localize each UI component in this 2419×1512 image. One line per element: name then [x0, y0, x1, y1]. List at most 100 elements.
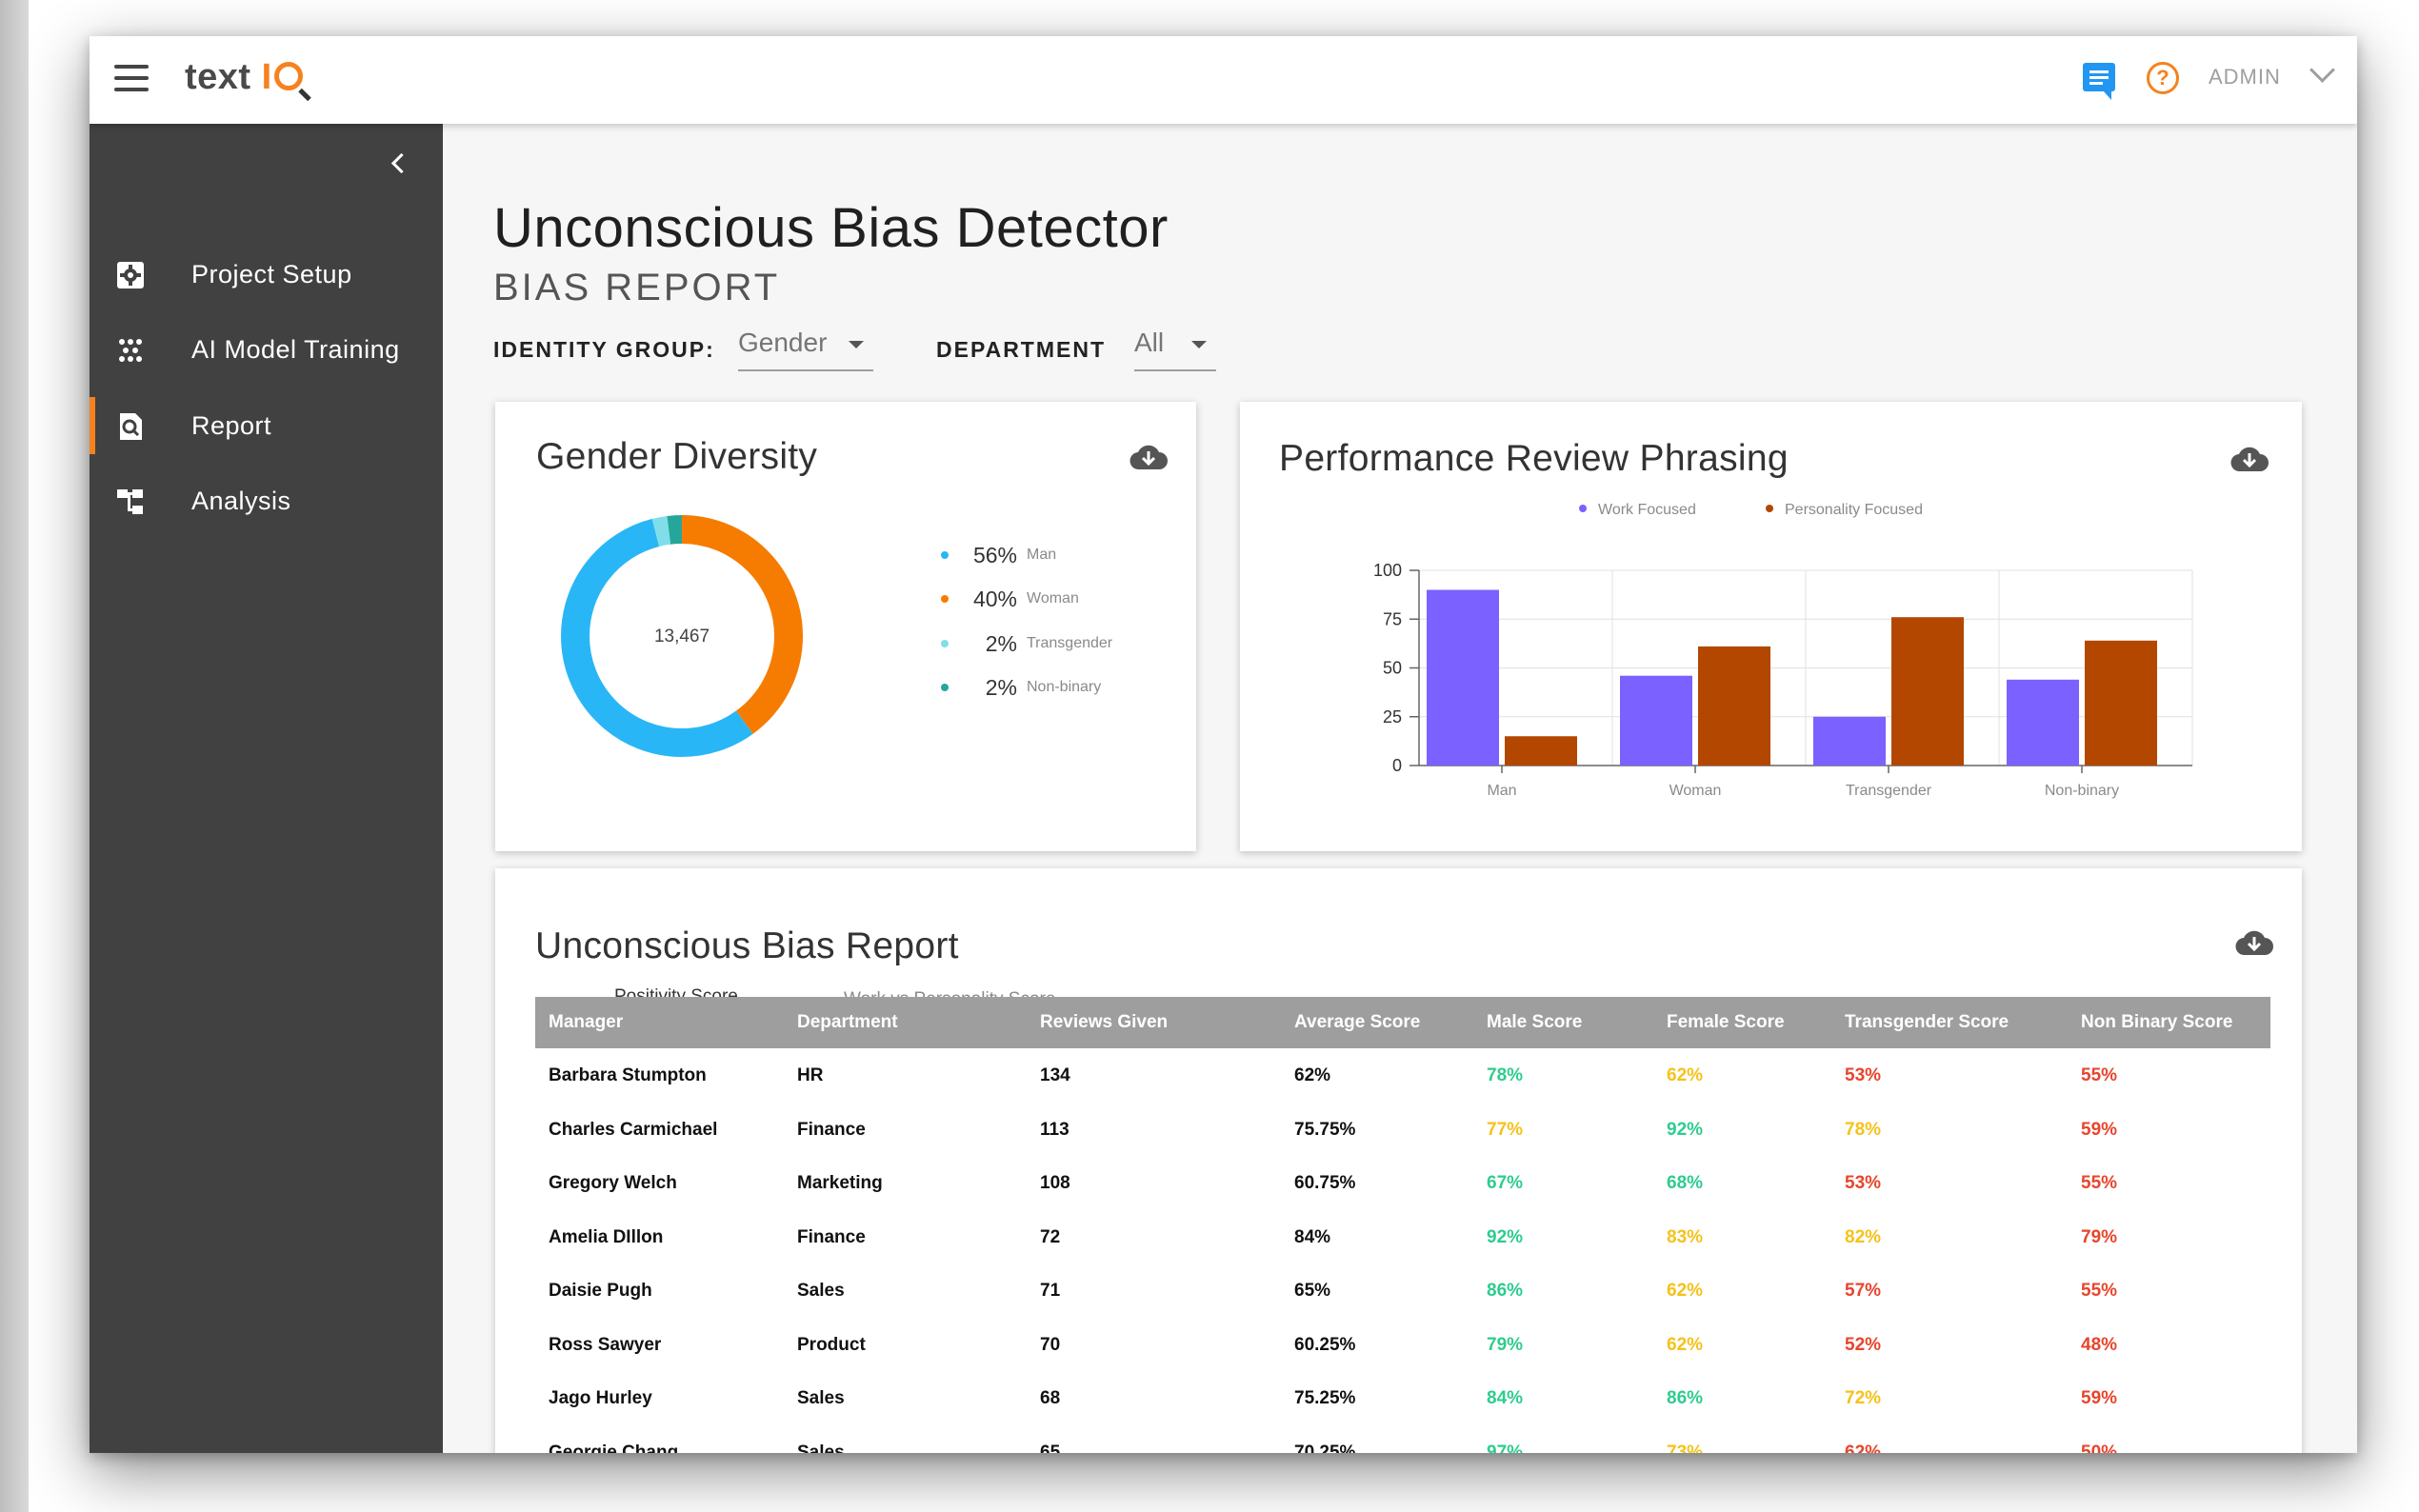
table-cell: Barbara Stumpton: [549, 1065, 707, 1085]
cloud-download-icon[interactable]: [2230, 446, 2269, 472]
table-row[interactable]: Ross Sawyer Product 70 60.25% 79% 62% 52% 48%: [535, 1318, 2270, 1371]
table-cell: Finance: [797, 1226, 866, 1247]
column-header[interactable]: Non Binary Score: [2081, 1012, 2233, 1032]
user-menu-label[interactable]: ADMIN: [2209, 65, 2281, 89]
table-cell: 78%: [1487, 1065, 1524, 1085]
card-title: Gender Diversity: [536, 436, 818, 477]
table-cell: Georgie Chang: [549, 1442, 679, 1454]
table-header: Manager Department Reviews Given Average…: [535, 997, 2270, 1048]
bar-personality-focused-man[interactable]: [1505, 736, 1577, 766]
legend-label: Work Focused: [1598, 502, 1696, 518]
column-header[interactable]: Transgender Score: [1845, 1012, 2009, 1032]
legend-dot: [941, 551, 949, 559]
legend-name: Woman: [1027, 590, 1079, 607]
table-cell: 59%: [2081, 1119, 2118, 1140]
table-row[interactable]: Charles Carmichael Finance 113 75.75% 77% 92%…: [535, 1103, 2270, 1156]
table-row[interactable]: Jago Hurley Sales 68 75.25% 84% 86% 72% 59%: [535, 1371, 2270, 1424]
gear-icon: [117, 262, 144, 288]
page-subtitle: BIAS REPORT: [493, 267, 781, 308]
table-cell: 86%: [1667, 1388, 1704, 1408]
legend-dot: [941, 595, 949, 603]
table-cell: 70.25%: [1294, 1442, 1356, 1454]
bar-work-focused-man[interactable]: [1427, 589, 1499, 766]
bar-personality-focused-transgender[interactable]: [1891, 617, 1964, 766]
table-row[interactable]: Amelia DIllon Finance 72 84% 92% 83% 82% 79%: [535, 1210, 2270, 1263]
table-cell: 92%: [1487, 1226, 1524, 1247]
table-cell: 52%: [1845, 1334, 1882, 1355]
card-title: Performance Review Phrasing: [1279, 438, 1789, 479]
help-icon[interactable]: ?: [2147, 62, 2179, 94]
table-row[interactable]: Georgie Chang Sales 65 70.25% 97% 73% 62% 50%: [535, 1425, 2270, 1454]
column-header[interactable]: Manager: [549, 1012, 624, 1032]
legend-dot: [941, 684, 949, 691]
sidebar-item-ai-model-training[interactable]: AI Model Training: [90, 317, 443, 382]
department-label: DEPARTMENT: [936, 337, 1107, 362]
identity-group-select[interactable]: Gender: [738, 324, 873, 371]
column-header[interactable]: Male Score: [1487, 1012, 1583, 1032]
bar-work-focused-non-binary[interactable]: [2007, 679, 2079, 766]
cloud-download-icon[interactable]: [2235, 929, 2273, 956]
table-cell: 75.75%: [1294, 1119, 1356, 1140]
column-header[interactable]: Female Score: [1667, 1012, 1785, 1032]
app-window: text I ? ADMIN Project Setup: [90, 36, 2357, 1453]
logo[interactable]: text I: [185, 57, 303, 105]
gender-diversity-card: Gender Diversity 13,467 56% Man 40% Woma…: [495, 402, 1196, 851]
bar-work-focused-woman[interactable]: [1620, 675, 1692, 766]
chevron-left-icon[interactable]: [390, 152, 412, 174]
column-header[interactable]: Department: [797, 1012, 898, 1032]
table-cell: 71: [1040, 1281, 1061, 1301]
legend-item-woman: 40% Woman: [941, 585, 1131, 613]
table-cell: 70: [1040, 1334, 1061, 1355]
top-bar: text I ? ADMIN: [90, 36, 2357, 124]
table-row[interactable]: Gregory Welch Marketing 108 60.75% 67% 68% 53%…: [535, 1156, 2270, 1209]
department-select[interactable]: All: [1134, 324, 1216, 371]
table-cell: 59%: [2081, 1388, 2118, 1408]
table-cell: Marketing: [797, 1173, 883, 1193]
cloud-download-icon[interactable]: [1130, 444, 1168, 470]
x-tick-label: Woman: [1669, 783, 1722, 799]
legend-item-non-binary: 2% Non-binary: [941, 673, 1131, 702]
x-tick-label: Transgender: [1846, 783, 1932, 799]
network-icon: [119, 339, 142, 362]
table-row[interactable]: Daisie Pugh Sales 71 65% 86% 62% 57% 55%: [535, 1263, 2270, 1317]
table-cell: 53%: [1845, 1173, 1882, 1193]
column-header[interactable]: Average Score: [1294, 1012, 1421, 1032]
bar-work-focused-transgender[interactable]: [1813, 716, 1886, 766]
sidebar-item-label: Report: [191, 411, 272, 440]
donut-center-total: 13,467: [654, 627, 710, 647]
x-tick-label: Non-binary: [2045, 783, 2119, 799]
y-tick-label: 0: [1392, 756, 1402, 775]
identity-group-value: Gender: [738, 328, 828, 357]
hamburger-menu-icon[interactable]: [114, 65, 149, 93]
table-cell: HR: [797, 1065, 824, 1085]
table-cell: 62%: [1845, 1442, 1882, 1454]
department-value: All: [1134, 328, 1165, 357]
bar-chart: Work Focused Personality Focused 0 25 50 75 1…: [1373, 502, 2193, 799]
bar-personality-focused-woman[interactable]: [1698, 646, 1770, 766]
legend-dot: [1766, 505, 1773, 512]
identity-group-label: IDENTITY GROUP:: [493, 337, 715, 362]
active-indicator: [90, 397, 95, 454]
chat-icon[interactable]: [2083, 63, 2115, 100]
sidebar-item-project-setup[interactable]: Project Setup: [90, 242, 443, 307]
column-header[interactable]: Reviews Given: [1040, 1012, 1169, 1032]
table-cell: Product: [797, 1334, 866, 1355]
table-cell: 86%: [1487, 1281, 1524, 1301]
chevron-down-icon[interactable]: [2309, 57, 2335, 83]
donut-slice-non-binary[interactable]: [561, 515, 803, 757]
table-cell: 75.25%: [1294, 1388, 1356, 1408]
table-row[interactable]: Barbara Stumpton HR 134 62% 78% 62% 53% 55%: [535, 1048, 2270, 1102]
sidebar-item-analysis[interactable]: Analysis: [90, 468, 443, 533]
legend-percent: 56%: [972, 543, 1017, 567]
bar-personality-focused-non-binary[interactable]: [2085, 640, 2157, 766]
sidebar-item-report[interactable]: Report: [90, 393, 443, 458]
legend-name: Man: [1027, 547, 1057, 563]
page-title: Unconscious Bias Detector: [493, 197, 1169, 259]
hierarchy-icon: [117, 489, 143, 514]
sidebar: Project Setup AI Model Training Report: [90, 124, 443, 1453]
table-cell: 79%: [1487, 1334, 1524, 1355]
magnifier-icon: [273, 62, 303, 90]
report-search-icon: [120, 413, 142, 440]
donut-slice-man[interactable]: [561, 515, 803, 757]
background-strip: [0, 0, 29, 1512]
